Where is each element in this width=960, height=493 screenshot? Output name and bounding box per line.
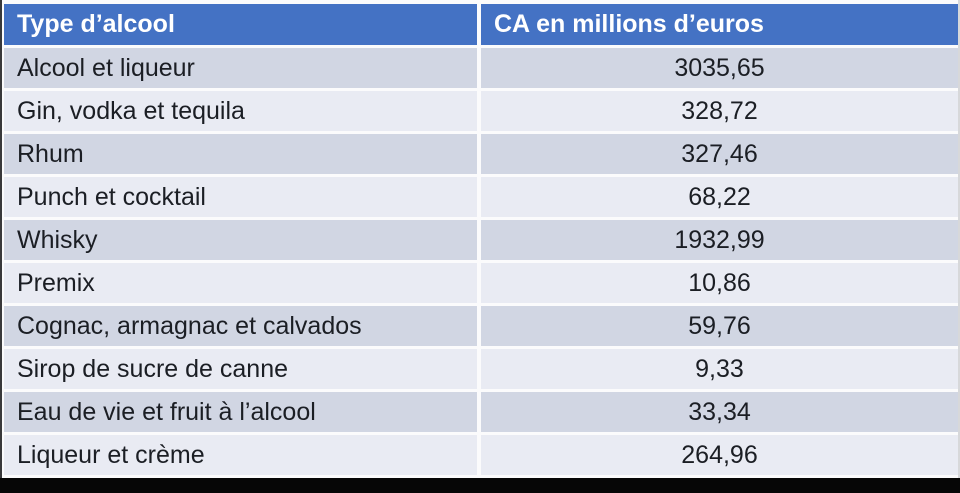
type-cell: Premix — [4, 263, 477, 303]
type-cell: Punch et cocktail — [4, 177, 477, 217]
value-cell: 3035,65 — [481, 48, 958, 88]
header-cell-revenue: CA en millions d’euros — [481, 4, 958, 45]
type-cell: Whisky — [4, 220, 477, 260]
table-row: Cognac, armagnac et calvados 59,76 — [4, 306, 958, 346]
table-row: Premix 10,86 — [4, 263, 958, 303]
value-cell: 327,46 — [481, 134, 958, 174]
table-row: Whisky 1932,99 — [4, 220, 958, 260]
type-cell: Liqueur et crème — [4, 435, 477, 475]
table-row: Gin, vodka et tequila 328,72 — [4, 91, 958, 131]
type-cell: Gin, vodka et tequila — [4, 91, 477, 131]
table-body: Alcool et liqueur 3035,65 Gin, vodka et … — [4, 48, 958, 475]
type-cell: Rhum — [4, 134, 477, 174]
value-cell: 9,33 — [481, 349, 958, 389]
value-cell: 59,76 — [481, 306, 958, 346]
value-cell: 1932,99 — [481, 220, 958, 260]
type-cell: Cognac, armagnac et calvados — [4, 306, 477, 346]
value-cell: 10,86 — [481, 263, 958, 303]
table-row: Rhum 327,46 — [4, 134, 958, 174]
header-cell-type: Type d’alcool — [4, 4, 477, 45]
value-cell: 328,72 — [481, 91, 958, 131]
value-cell: 33,34 — [481, 392, 958, 432]
left-frame-edge — [0, 0, 2, 478]
table-row: Sirop de sucre de canne 9,33 — [4, 349, 958, 389]
value-cell: 68,22 — [481, 177, 958, 217]
type-cell: Alcool et liqueur — [4, 48, 477, 88]
value-cell: 264,96 — [481, 435, 958, 475]
type-cell: Sirop de sucre de canne — [4, 349, 477, 389]
alcohol-revenue-table: Type d’alcool CA en millions d’euros Alc… — [4, 4, 958, 478]
table-row: Eau de vie et fruit à l’alcool 33,34 — [4, 392, 958, 432]
table-row: Alcool et liqueur 3035,65 — [4, 48, 958, 88]
header-row: Type d’alcool CA en millions d’euros — [4, 4, 958, 45]
type-cell: Eau de vie et fruit à l’alcool — [4, 392, 477, 432]
bottom-black-bar — [0, 478, 960, 493]
table-row: Liqueur et crème 264,96 — [4, 435, 958, 475]
right-frame-edge — [958, 0, 960, 478]
table-row: Punch et cocktail 68,22 — [4, 177, 958, 217]
